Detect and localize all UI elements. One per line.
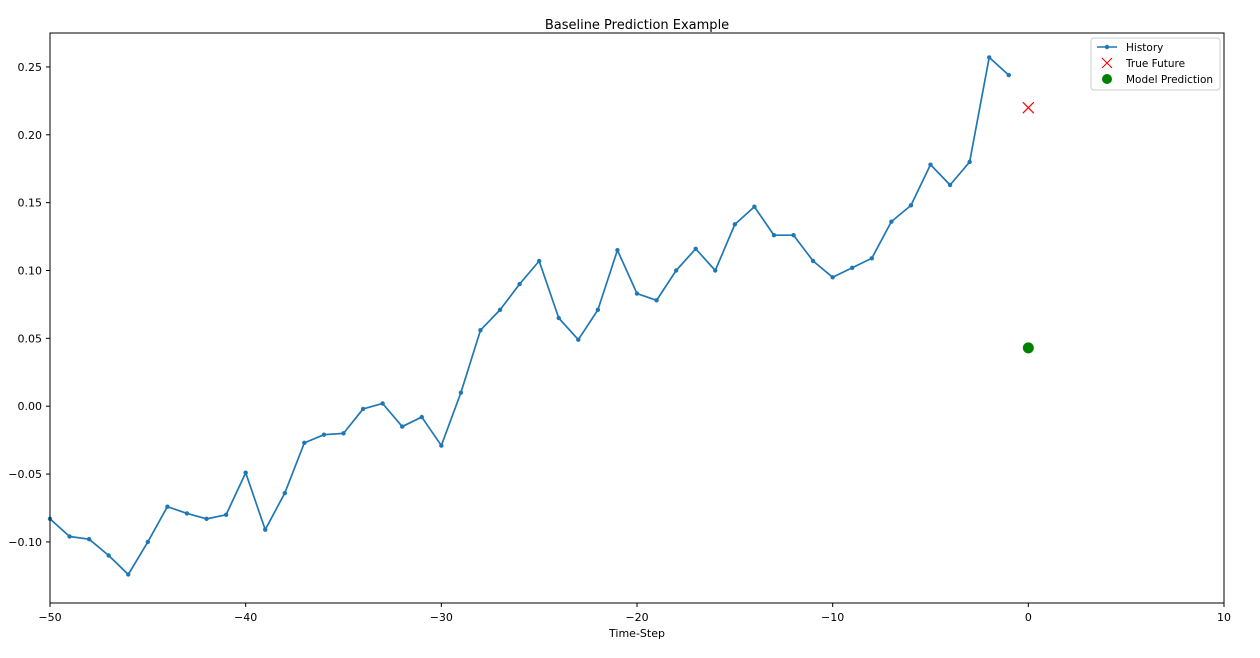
history-point [439,443,444,448]
history-point [850,265,855,270]
history-point [204,516,209,522]
history-point [732,222,738,227]
history-point [86,537,92,542]
history-point [576,337,581,342]
legend-history-label: History [1126,42,1163,54]
x-tick-label: −30 [430,611,453,624]
x-axis-label: Time-Step [608,627,665,640]
history-point [673,268,679,273]
history-point [556,315,561,321]
y-tick-label: −0.10 [8,536,42,549]
history-point [967,159,972,165]
history-point [243,470,248,475]
legend: History True Future Model Prediction [1090,37,1221,91]
x-tick-label: −20 [625,611,648,624]
history-point [263,527,268,532]
chart-title: Baseline Prediction Example [545,18,729,33]
series-layer [47,55,1035,577]
legend-entry-true-future: True Future [1101,57,1185,70]
history-point [987,55,992,60]
history-point [419,414,424,420]
y-tick-label: −0.05 [8,468,42,481]
history-point [400,424,405,429]
history-point [302,440,307,446]
true-future-stroke-b [1022,101,1035,114]
history-point [889,219,894,224]
history-point [752,204,757,209]
true-future-marker [1022,101,1035,114]
history-point [67,534,72,539]
history-point [615,247,620,253]
history-point [106,553,111,558]
history-point [360,406,366,412]
history-point [771,233,777,238]
history-point [184,511,190,516]
history-point [223,512,229,517]
history-point [791,233,796,238]
history-point [908,203,914,208]
history-point [282,490,287,496]
history-point [634,291,640,296]
legend-x-marker-icon [1101,57,1113,69]
x-tick-label: −10 [821,611,844,624]
y-tick-label: 0.20 [18,129,43,142]
y-tick-label: 0.25 [18,61,43,74]
legend-history-marker-icon [1104,44,1110,50]
history-point [380,401,385,406]
history-point [830,275,835,280]
y-tick-label: 0.10 [18,265,43,278]
history-point [497,307,503,313]
history-point [928,162,933,167]
history-point [536,258,542,264]
model-prediction-point [1022,342,1034,354]
history-point [1006,72,1011,78]
x-tick-label: 0 [1025,611,1032,624]
history-point [947,182,953,188]
plot-frame [49,32,1225,604]
history-point [713,268,718,273]
x-tick-label: 10 [1217,611,1231,624]
history-point [165,504,170,509]
history-point [810,258,816,264]
history-point [321,432,327,437]
history-line [49,56,1010,576]
history-point [869,256,874,261]
x-tick-label: −40 [234,611,257,624]
legend-true-future-label: True Future [1125,58,1185,70]
history-point [693,246,698,251]
legend-entry-history: History [1097,42,1163,54]
x-tick-label: −50 [38,611,61,624]
history-point [517,281,522,287]
history-point [458,390,464,395]
history-point [654,298,659,303]
legend-green-dot-icon [1102,74,1112,84]
history-point [341,431,346,436]
plot-area [50,33,1224,603]
history-point [595,307,601,313]
history-point [478,328,483,333]
y-axis: −0.10 −0.05 0.00 0.05 0.10 0.15 0.20 0.25 [8,61,50,549]
history-point [145,539,151,545]
y-tick-label: 0.00 [18,400,43,413]
history-point [126,572,131,577]
y-tick-label: 0.05 [18,332,43,345]
legend-box [1090,37,1221,91]
y-tick-label: 0.15 [18,197,43,210]
x-axis: −50 −40 −30 −20 −10 0 10 [38,603,1231,624]
legend-entry-model-prediction: Model Prediction [1102,74,1213,86]
legend-model-prediction-label: Model Prediction [1126,74,1213,86]
